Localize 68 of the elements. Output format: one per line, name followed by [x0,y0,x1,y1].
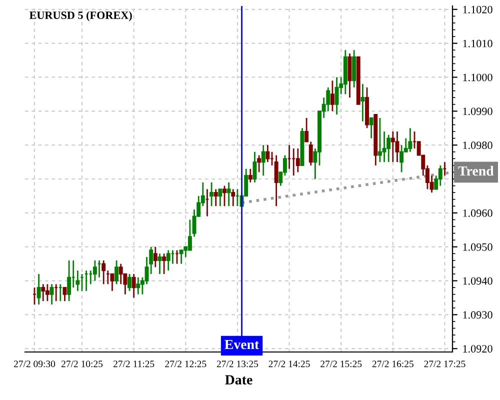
x-tick-label: 27/2 16:25 [372,360,414,368]
candlestick [395,130,400,163]
candlestick [102,260,106,285]
candlestick [118,263,123,285]
x-tick-label: 27/2 10:25 [61,360,103,368]
candlestick [214,188,218,207]
x-tick-label: 27/2 15:25 [320,360,362,368]
annotation: Trend [458,166,494,176]
candlestick [369,117,374,139]
candlestick [162,252,166,275]
y-tick-label: 1.0950 [463,243,492,251]
candlestick [382,130,386,163]
candlestick [50,283,54,306]
x-tick-label: 27/2 09:30 [14,360,56,368]
candlestick [226,182,231,207]
candlestick [296,148,300,173]
candlestick [252,151,257,184]
candlestick [41,283,46,302]
candlestick [330,80,334,112]
candlestick [62,286,67,302]
x-axis-title: Date [225,375,252,384]
candlestick [438,164,442,186]
y-tick-label: 1.0930 [463,311,492,319]
candlestick [132,273,136,298]
candlestick [266,144,270,163]
candlestick [257,154,262,173]
candlestick [210,182,214,207]
candlestick [274,154,278,207]
x-tick-label: 27/2 11:25 [113,360,154,368]
candlestick [179,250,184,264]
x-tick-label: 27/2 13:25 [216,360,258,368]
y-tick-label: 1.1010 [463,40,492,48]
x-tick-label: 27/2 14:25 [268,360,310,368]
candlestick [128,273,132,292]
candlestick [334,76,339,116]
candlestick [166,250,170,272]
candlestick [92,260,97,282]
candlestick [261,144,266,176]
ref-line-label: Event [224,340,260,350]
candlestick [360,83,365,122]
candlestick [158,252,162,275]
candlestick [136,276,140,296]
y-tick-label: 1.0940 [463,277,492,285]
candlestick [231,188,236,207]
candlestick [352,49,356,88]
candlestick [390,130,395,163]
candlestick [386,134,391,163]
y-tick-label: 1.0980 [463,142,492,150]
x-tick-label: 27/2 12:25 [165,360,206,368]
candlestick [222,185,226,207]
candlestick [153,246,158,268]
y-tick-label: 1.0960 [463,209,492,217]
y-tick-label: 1.1020 [463,6,492,14]
y-tick-label: 1.1000 [463,74,492,82]
y-tick-label: 1.0990 [463,108,492,116]
candlestick [110,273,114,292]
candlestick [348,52,352,98]
x-tick-label: 27/2 17:25 [424,360,466,368]
candlestick [218,188,222,207]
chart-title: EURUSD 5 (FOREX) [29,11,132,22]
candlestick [248,168,252,184]
candlestick [45,283,50,302]
y-tick-label: 1.0920 [463,345,492,353]
candlestick [114,260,119,285]
candlestick [36,273,41,306]
candlestick [400,144,404,173]
candlestick [67,260,72,302]
candlestick [408,127,412,153]
